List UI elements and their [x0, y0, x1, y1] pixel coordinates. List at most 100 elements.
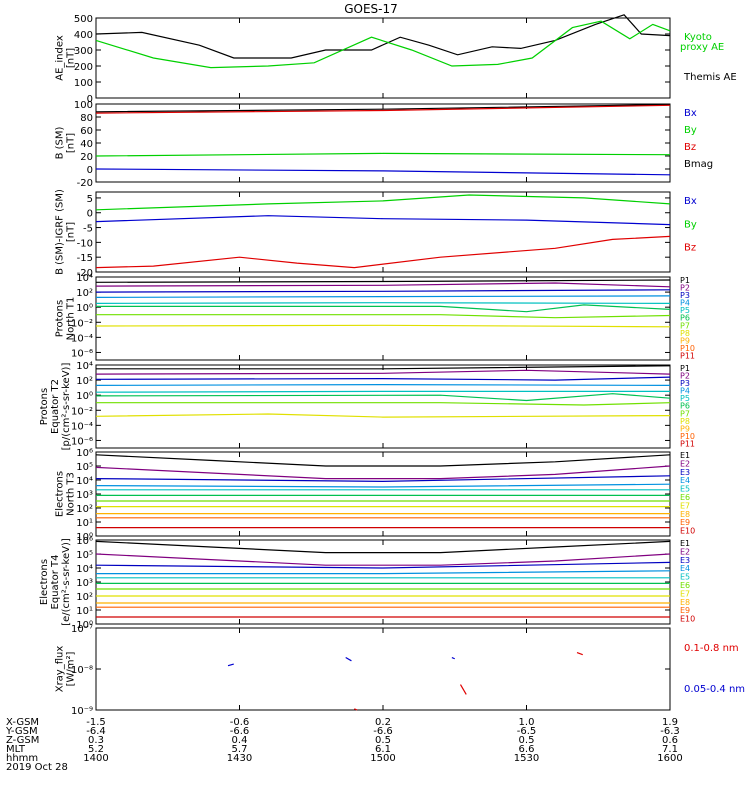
y-tick-label: 10⁶ — [76, 448, 93, 459]
series-line — [95, 194, 671, 211]
ephemeris-value: 0.4 — [232, 735, 248, 746]
ephemeris-row-label: Y-GSM — [5, 726, 38, 737]
y-tick-label: 400 — [74, 30, 93, 41]
ephemeris-value: -1.5 — [86, 717, 106, 728]
panel-6: 10⁶ 10⁵ 10⁴ 10³ 10² 10¹ 10⁰ Electrons North T3 E1… — [55, 448, 696, 543]
panel-frame — [95, 627, 671, 711]
series-line — [96, 365, 671, 370]
legend-label: Kyoto — [684, 32, 712, 43]
ephemeris-value: 5.2 — [88, 744, 104, 755]
y-tick-label: 5 — [87, 194, 93, 205]
y-tick-label: 100 — [74, 100, 93, 111]
legend-label: By — [684, 219, 697, 230]
panel-8: 10⁻⁷ 10⁻⁸ 10⁻⁹ Xray_flux [W/m²] 0.1-0.8 nm 0.0… — [55, 624, 746, 717]
series-line — [95, 282, 671, 288]
y-tick-label: 0 — [87, 94, 93, 105]
legend-label: proxy AE — [680, 42, 724, 53]
panel-5: 10⁴ 10² 10⁰ 10⁻² 10⁻⁴ 10⁻⁶ Protons Equator T2 [p… — [39, 361, 695, 450]
y-tick-label: 10¹ — [76, 518, 93, 529]
y-axis-label: [W/m²] — [66, 651, 77, 686]
legend-label: E4 — [680, 564, 690, 573]
series-line — [95, 168, 671, 176]
plot-title: GOES-17 — [344, 2, 398, 16]
y-axis-label: AE_index — [55, 35, 66, 81]
y-tick-label: 10⁻⁶ — [71, 348, 93, 359]
legend-label: E9 — [680, 606, 690, 615]
y-axis-label: [nT] — [66, 222, 77, 242]
series-line — [95, 553, 671, 566]
ephemeris-row-label: hhmm — [6, 753, 38, 764]
legend-label: P10 — [680, 432, 695, 441]
legend-label: P8 — [680, 417, 690, 426]
ephemeris-value: 0.5 — [519, 735, 535, 746]
legend-label: E3 — [680, 468, 690, 477]
legend-label: E3 — [680, 556, 690, 565]
ephemeris-value: 0.2 — [375, 717, 391, 728]
series-line — [95, 540, 671, 554]
legend-label: By — [684, 125, 697, 136]
panel-3: 5 0 -5 -10 -15 -20 B (SM)-IGRF (SM) [nT] Bx By Bz — [55, 189, 697, 279]
y-tick-label: 10⁻⁸ — [71, 665, 93, 676]
legend-label: E9 — [680, 518, 690, 527]
y-tick-label: 0 — [87, 209, 93, 220]
legend-label: P8 — [680, 329, 690, 338]
y-axis-label: Equator T4 — [50, 555, 61, 610]
flux-segment — [451, 656, 455, 660]
legend-label: E5 — [680, 485, 690, 494]
panel-frame — [95, 276, 671, 361]
series-line — [95, 390, 670, 393]
panel-frame — [95, 191, 671, 273]
legend-label: P11 — [680, 439, 695, 448]
ephemeris-value: -6.3 — [660, 726, 680, 737]
legend-label: P10 — [680, 344, 695, 353]
legend-label: 0.1-0.8 nm — [684, 643, 739, 654]
series-line — [95, 475, 671, 483]
y-tick-label: 60 — [80, 126, 93, 137]
legend-label: E10 — [680, 527, 695, 536]
ephemeris-row-label: X-GSM — [6, 717, 39, 728]
legend-label: P7 — [680, 321, 690, 330]
series-line — [95, 376, 671, 381]
ephemeris-value: 1.9 — [662, 717, 678, 728]
y-tick-label: 10⁻⁷ — [71, 624, 93, 635]
panel-4: 10⁴ 10² 10⁰ 10⁻² 10⁻⁴ 10⁻⁶ Protons North T1 P1P2… — [55, 273, 695, 361]
ephemeris-value: -6.4 — [86, 726, 106, 737]
y-axis-label: Protons — [39, 388, 50, 425]
flux-segment — [576, 652, 583, 656]
y-tick-label: 10⁻⁴ — [71, 421, 93, 432]
legend-label: E8 — [680, 510, 690, 519]
y-tick-label: 10⁻⁴ — [71, 333, 93, 344]
ephemeris-value: 7.1 — [662, 744, 678, 755]
panel-7: 10⁶ 10⁵ 10⁴ 10³ 10² 10¹ 10⁰ Electrons Equator T4… — [39, 536, 695, 631]
y-tick-label: 10⁴ — [76, 273, 93, 284]
ephemeris-value: 6.1 — [375, 744, 391, 755]
legend-label: Bx — [684, 108, 697, 119]
panel-frame — [95, 364, 671, 449]
series-line — [96, 402, 671, 406]
y-tick-label: 10⁶ — [76, 536, 93, 547]
y-tick-label: 10⁵ — [76, 462, 93, 473]
x-axis-ephemeris: X-GSM -1.5 -0.6 0.2 1.0 1.9 Y-GSM -6.4 -6.6 -6.6 -… — [5, 717, 683, 773]
series-line — [95, 152, 671, 157]
legend-label: P5 — [680, 394, 690, 403]
date-label: 2019 Oct 28 — [6, 762, 68, 773]
series-line — [95, 413, 671, 418]
legend-label: P5 — [680, 306, 690, 315]
legend-label: E4 — [680, 476, 690, 485]
y-tick-label: 10⁴ — [76, 564, 93, 575]
series-line — [95, 454, 671, 467]
series-line — [95, 324, 671, 328]
legend-label: E6 — [680, 493, 690, 502]
ephemeris-value: 1.0 — [519, 717, 535, 728]
ephemeris-value: 1400 — [83, 753, 108, 764]
panel-frame — [95, 451, 671, 537]
y-tick-label: 10⁰ — [76, 620, 93, 631]
series-line — [95, 104, 671, 114]
series-line — [95, 465, 671, 480]
y-tick-label: 10³ — [76, 490, 93, 501]
series-line — [95, 14, 671, 59]
legend-label: P9 — [680, 424, 690, 433]
legend-label: P2 — [680, 284, 690, 293]
y-tick-label: -20 — [77, 268, 93, 279]
series-line — [95, 483, 671, 488]
